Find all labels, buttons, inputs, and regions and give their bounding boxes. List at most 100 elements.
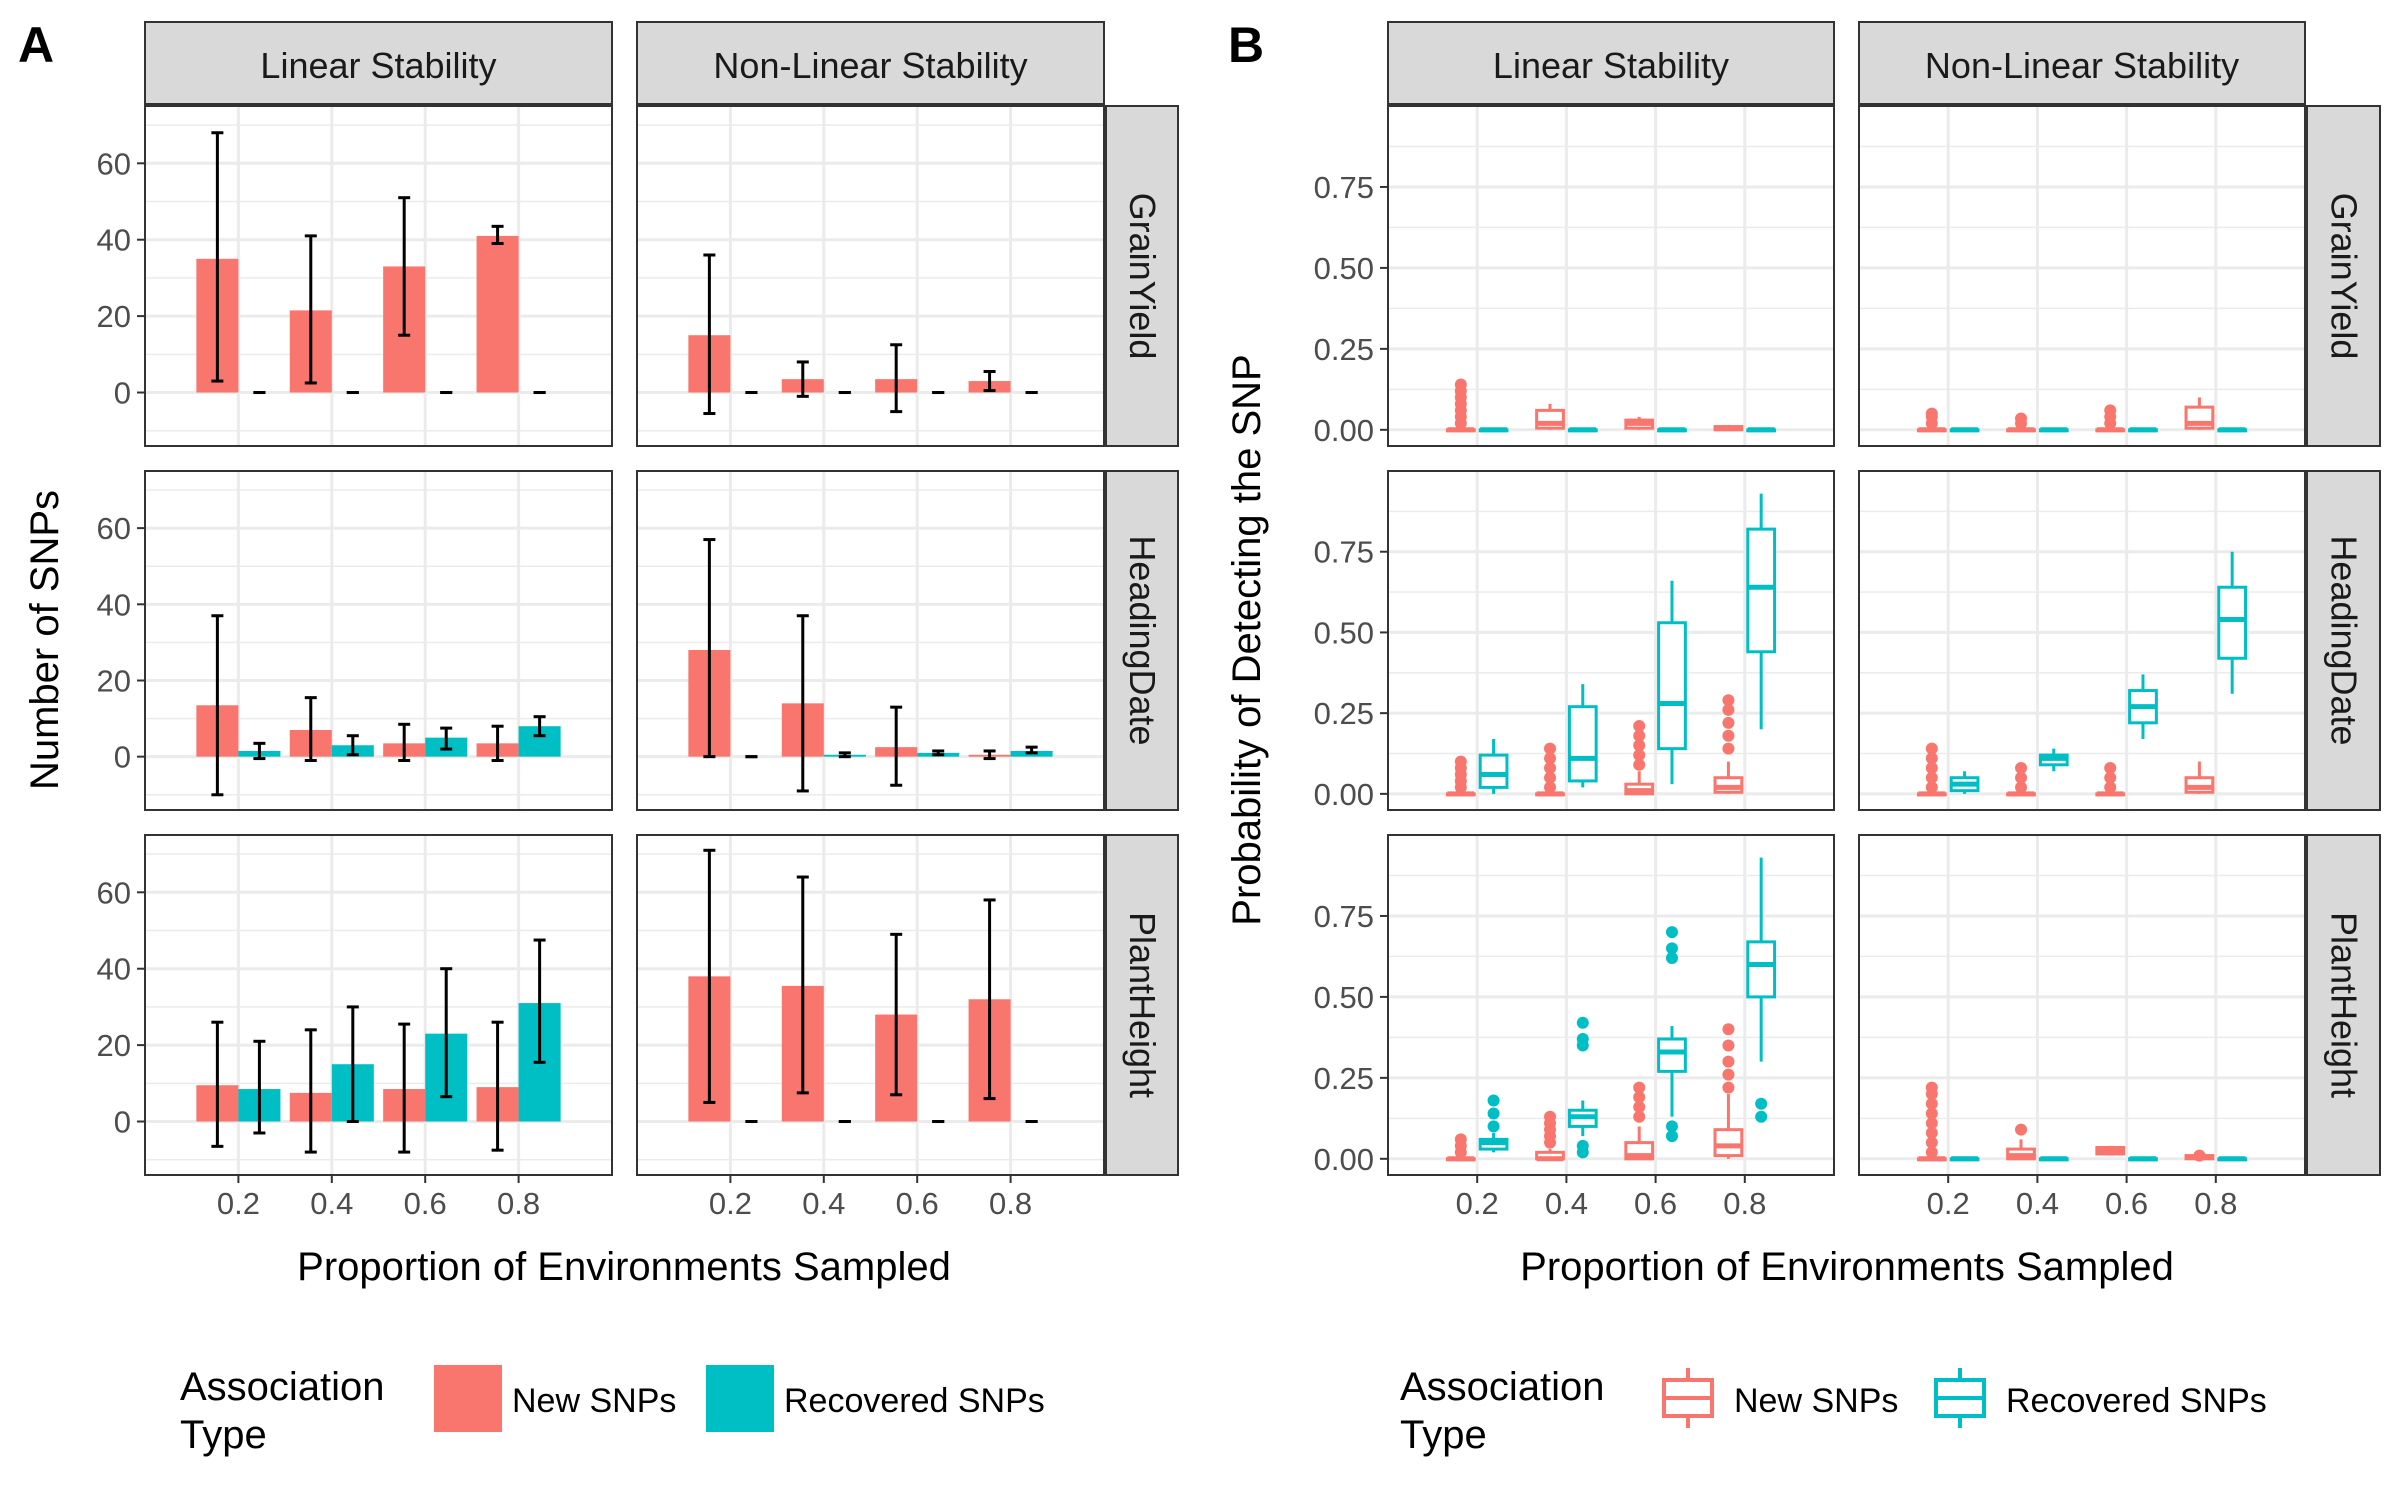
p1-facet-1 <box>1858 105 2306 447</box>
p1-outlier-recovered <box>1665 952 1678 965</box>
p1-outlier-new <box>1925 762 1938 775</box>
p1-outlier-new <box>1544 752 1557 765</box>
p0-facet-border <box>144 105 613 447</box>
p1-outlier-recovered <box>1487 1107 1500 1120</box>
p1-outlier-new <box>2015 781 2028 794</box>
p1-facet-2: 0.00 0.25 0.50 0.75 <box>1314 470 1835 812</box>
panel-b-label: B <box>1228 17 1264 73</box>
p0-facet-border <box>144 834 613 1176</box>
legend-b-recovered-label: Recovered SNPs <box>2006 1382 2267 1420</box>
legend-b-recovered-key <box>1934 1368 1986 1428</box>
p1-outlier-recovered <box>1487 1094 1500 1107</box>
p1-row-strip-label-2: PlantHeight <box>2324 912 2365 1098</box>
p0-facet-border <box>636 470 1105 811</box>
legend-b-new-key <box>1662 1368 1714 1428</box>
panel-b-y-axis-title: Probability of Detecting the SNP <box>1225 354 1269 925</box>
p0-row-strip-0 <box>1105 105 1179 447</box>
panel-a-x-axis-title: Proportion of Environments Sampled <box>297 1245 951 1289</box>
p1-y-tick-label: 0.75 <box>1314 899 1374 934</box>
p0-y-tick-label: 0 <box>114 376 131 411</box>
p1-box-recovered <box>1657 621 1687 751</box>
p1-outlier-recovered <box>1487 1120 1500 1133</box>
panels-layer: Linear Stability Non-Linear Stability Grai… <box>97 21 2381 1221</box>
p1-outlier-new <box>1722 1039 1735 1052</box>
p1-outlier-recovered <box>1665 942 1678 955</box>
p1-box-new <box>1713 1128 1744 1158</box>
p0-y-tick-label: 20 <box>97 1028 131 1063</box>
p0-x-tick-label: 0.6 <box>896 1186 939 1221</box>
p0-y-tick-label: 40 <box>97 587 131 622</box>
p0-facet-bg <box>637 471 1104 810</box>
p1-outlier-new <box>2015 762 2028 775</box>
p0-y-tick-label: 60 <box>97 511 131 546</box>
p1-facet-border <box>1858 105 2306 447</box>
p0-facet-4: 0 20 40 60 0.2 0.4 0.6 0.8 <box>97 834 613 1221</box>
p1-outlier-new <box>1722 742 1735 755</box>
p1-outlier-recovered <box>1665 1120 1678 1133</box>
p1-outlier-new <box>1925 771 1938 784</box>
p1-outlier-recovered <box>1665 926 1678 939</box>
p1-outlier-recovered <box>1755 1110 1768 1123</box>
p0-y-tick-label: 60 <box>97 875 131 910</box>
p1-y-tick-label: 0.00 <box>1314 1142 1374 1177</box>
p1-facet-bg <box>1859 106 2305 446</box>
p1-outlier-new <box>1925 1136 1938 1149</box>
p1-row-strip-2 <box>2306 834 2381 1176</box>
p1-y-tick-label: 0.50 <box>1314 251 1374 286</box>
p1-x-tick-label: 0.4 <box>2016 1186 2059 1221</box>
legend-a-recovered-label: Recovered SNPs <box>784 1382 1045 1420</box>
p1-outlier-new <box>1722 1055 1735 1068</box>
legend-b-title-line2: Type <box>1400 1413 1487 1457</box>
p0-x-tick-label: 0.4 <box>802 1186 845 1221</box>
p1-x-tick-label: 0.2 <box>1456 1186 1499 1221</box>
p1-facet-5: 0.2 0.4 0.6 0.8 <box>1858 834 2306 1221</box>
p1-outlier-new <box>1544 781 1557 794</box>
p0-y-tick-label: 20 <box>97 663 131 698</box>
p1-outlier-new <box>1454 1133 1467 1146</box>
p0-facet-border <box>636 105 1105 447</box>
p0-facet-1 <box>636 105 1105 447</box>
p1-box-recovered <box>1567 705 1598 783</box>
p1-outlier-new <box>1633 739 1646 752</box>
p1-outlier-new <box>1633 720 1646 733</box>
p1-outlier-recovered <box>1755 1097 1768 1110</box>
p1-outlier-new <box>1454 378 1467 391</box>
p1-y-tick-label: 0.00 <box>1314 413 1374 448</box>
p0-facet-bg <box>637 106 1104 446</box>
p1-outlier-recovered <box>1576 1139 1589 1152</box>
panel-b-x-axis-title: Proportion of Environments Sampled <box>1520 1245 2174 1289</box>
p0-y-tick-label: 0 <box>114 1105 131 1140</box>
p1-box-recovered <box>1746 527 1777 654</box>
p0-facet-border <box>636 834 1105 1176</box>
p1-outlier-new <box>1925 407 1938 420</box>
p1-facet-border <box>1858 834 2306 1176</box>
legend-a-title-line1: Association <box>180 1365 385 1409</box>
p1-y-tick-label: 0.50 <box>1314 615 1374 650</box>
p1-y-tick-label: 0.25 <box>1314 332 1374 367</box>
p1-outlier-new <box>2015 1123 2028 1136</box>
p1-outlier-new <box>1925 1097 1938 1110</box>
p1-row-strip-label-0: GrainYield <box>2324 193 2365 360</box>
p1-box-recovered <box>1746 940 1777 999</box>
p0-y-tick-label: 60 <box>97 146 131 181</box>
p1-outlier-new <box>1722 716 1735 729</box>
p1-outlier-new <box>1925 1107 1938 1120</box>
p1-outlier-new <box>1722 1068 1735 1081</box>
p1-outlier-new <box>1544 1110 1557 1123</box>
legend-a-new-key <box>434 1365 502 1432</box>
p1-outlier-new <box>2015 412 2028 425</box>
p1-y-tick-label: 0.75 <box>1314 170 1374 205</box>
p0-row-strip-label-2: PlantHeight <box>1122 912 1163 1098</box>
p1-outlier-new <box>1633 729 1646 742</box>
p0-col-strip-1 <box>636 21 1105 105</box>
legend-b: Association Type New SNPs Recovered SNPs <box>1400 1365 2267 1457</box>
p0-bar-new <box>476 235 519 393</box>
p0-col-strip-label-1: Non-Linear Stability <box>713 45 1027 86</box>
p1-row-strip-1 <box>2306 470 2381 811</box>
legend-a-recovered-key <box>706 1365 774 1432</box>
p0-facet-border <box>144 470 613 811</box>
p1-facet-border <box>1387 470 1835 811</box>
p1-outlier-new <box>2104 762 2117 775</box>
p1-col-strip-label-0: Linear Stability <box>1493 45 1729 86</box>
p1-outlier-new <box>2104 404 2117 417</box>
